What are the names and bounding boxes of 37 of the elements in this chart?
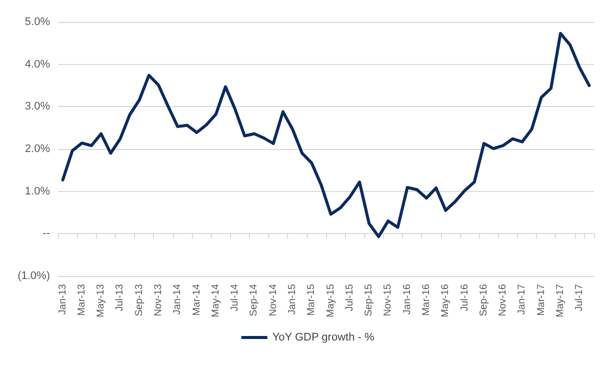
x-tick-label: Mar-14 <box>191 284 202 316</box>
x-tick-label: Jan-16 <box>402 284 413 315</box>
x-tick-label: Jul-13 <box>114 284 126 312</box>
x-tick-label: Sep-16 <box>478 284 490 316</box>
line-series <box>61 32 591 238</box>
x-tick-label: May-17 <box>555 284 566 318</box>
x-tick-label: Jul-15 <box>344 284 356 312</box>
x-tick-label: Nov-14 <box>268 284 279 316</box>
x-tick-label: Sep-15 <box>364 284 375 316</box>
x-tick-label: Nov-16 <box>498 284 509 316</box>
legend-label: YoY GDP growth - % <box>272 332 374 344</box>
x-tick-label: May-13 <box>96 284 107 318</box>
x-tick-label: Jan-13 <box>57 284 68 315</box>
x-tick-label: Mar-17 <box>536 284 547 316</box>
y-tick-label: -- <box>42 228 50 240</box>
x-tick-label: May-16 <box>440 284 452 318</box>
y-tick-label: 3.0% <box>24 100 50 113</box>
y-tick-label: (1.0%) <box>18 270 50 282</box>
y-tick-label: 5.0% <box>24 16 50 28</box>
x-tick-label: Nov-13 <box>153 284 164 316</box>
x-tick-label: Mar-13 <box>76 284 88 316</box>
x-tick-label: Jul-17 <box>574 284 586 312</box>
x-tick-label: Mar-16 <box>421 284 432 316</box>
x-tick-label: Mar-15 <box>306 284 318 316</box>
y-tick-label: 4.0% <box>24 58 50 70</box>
x-tick-label: Jan-15 <box>287 284 298 315</box>
x-tick-label: May-14 <box>210 284 222 318</box>
x-tick-label: Jul-14 <box>230 284 241 312</box>
x-tick-label: May-15 <box>325 284 336 318</box>
y-tick-label: 2.0% <box>24 143 50 155</box>
x-tick-label: Jul-16 <box>459 284 470 312</box>
x-tick-label: Sep-13 <box>134 284 145 316</box>
y-tick-label: 1.0% <box>24 185 50 198</box>
x-tick-label: Sep-14 <box>248 284 260 316</box>
x-tick-label: Jan-14 <box>172 284 184 315</box>
x-tick-label: Nov-15 <box>382 284 394 316</box>
x-tick-label: Jan-17 <box>516 284 528 315</box>
